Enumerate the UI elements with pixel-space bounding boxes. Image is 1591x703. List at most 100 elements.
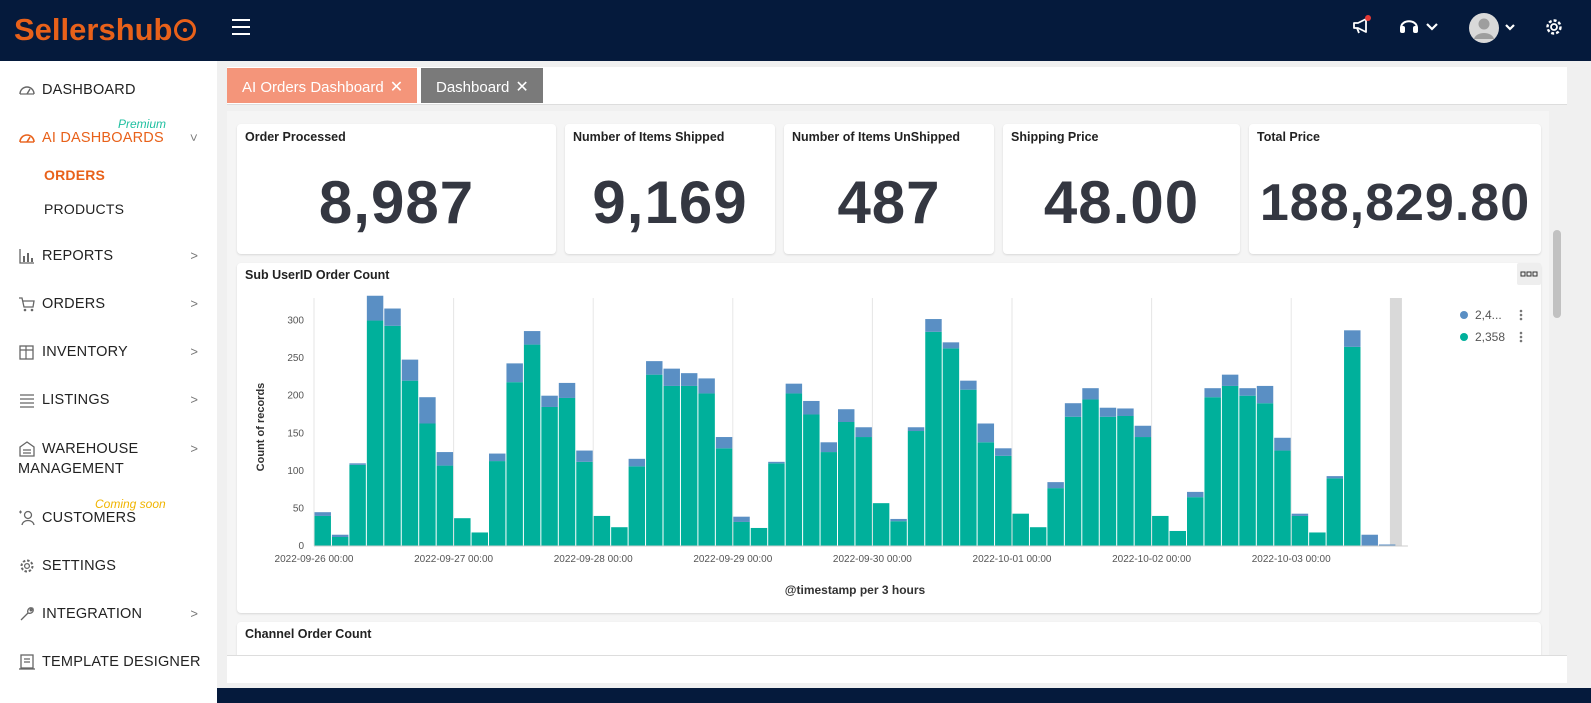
bar-segment	[1378, 544, 1396, 546]
bar-segment	[1117, 408, 1134, 416]
bar-segment	[646, 361, 663, 375]
legend-options-icon	[1519, 339, 1523, 343]
dashboard-content: Order Processed 8,987 Number of Items Sh…	[227, 111, 1549, 655]
bar-segment	[733, 521, 750, 546]
chevron-right-icon: >	[190, 606, 198, 621]
bar-segment	[977, 442, 995, 546]
tab-dashboard[interactable]: Dashboard ✕	[421, 68, 543, 103]
bar-segment	[384, 308, 401, 326]
customer-icon	[19, 510, 35, 526]
x-tick-label: 2022-09-26 00:00	[275, 554, 354, 565]
bar-segment	[1274, 450, 1291, 546]
sidebar-subitem-products[interactable]: PRODUCTS	[44, 201, 125, 217]
bar-segment	[1047, 488, 1064, 546]
bar-segment	[401, 380, 419, 546]
bar-segment	[1204, 397, 1221, 546]
close-icon[interactable]: ✕	[515, 79, 529, 96]
avatar[interactable]	[1468, 12, 1518, 49]
y-tick-label: 250	[287, 353, 304, 364]
sidebar: DASHBOARD Premium AI DASHBOARDS > ORDERS…	[0, 61, 217, 703]
x-tick-label: 2022-09-29 00:00	[693, 554, 772, 565]
speedometer-icon	[19, 134, 35, 143]
kpi-card-order-processed: Order Processed 8,987	[237, 124, 556, 254]
x-axis-label: @timestamp per 3 hours	[785, 583, 926, 597]
bar-segment	[506, 382, 523, 546]
bar-segment	[1012, 513, 1029, 546]
bar-segment	[1099, 416, 1117, 546]
legend-options-icon	[1519, 331, 1523, 335]
bar-segment	[855, 437, 872, 546]
bar-segment	[541, 395, 558, 407]
subuser-bar-chart: 2022-09-26 00:00 2022-09-27 00:00 2022-09-…	[255, 295, 1523, 597]
bar-segment	[506, 363, 523, 383]
bar-segment	[1134, 437, 1152, 546]
box-icon	[19, 345, 34, 360]
bar-segment	[1204, 388, 1221, 398]
bar-segment	[855, 427, 872, 438]
logo-mark-icon	[173, 19, 196, 41]
bar-segment	[1169, 530, 1186, 546]
x-tick-label: 2022-10-01 00:00	[973, 554, 1052, 565]
kpi-card-total-price: Total Price 188,829.80	[1249, 124, 1541, 254]
megaphone-icon[interactable]	[1351, 14, 1373, 41]
x-tick-label: 2022-09-30 00:00	[833, 554, 912, 565]
bar-segment	[803, 414, 820, 546]
panel-options-button[interactable]	[1517, 263, 1541, 285]
scrollbar[interactable]	[1551, 111, 1565, 655]
bar-segment	[1344, 330, 1361, 347]
bar-segment	[419, 397, 436, 424]
bar-segment	[384, 325, 401, 546]
bar-segment	[331, 534, 349, 537]
bar-segment	[698, 393, 715, 546]
sidebar-subitem-orders[interactable]: ORDERS	[44, 167, 106, 183]
headset-icon[interactable]	[1398, 14, 1442, 43]
bar-segment	[1117, 415, 1134, 546]
gear-icon[interactable]	[1543, 16, 1565, 43]
sidebar-item-warehouse-management[interactable]: WAREHOUSE MANAGEMENT >	[18, 441, 198, 477]
bar-segment	[1239, 388, 1256, 396]
current-time-band	[1389, 298, 1402, 546]
bar-segment	[523, 344, 541, 546]
x-tick-label: 2022-10-02 00:00	[1112, 554, 1191, 565]
y-tick-label: 300	[287, 316, 304, 327]
bar-segment	[1326, 476, 1344, 479]
bar-segment	[680, 373, 698, 386]
bar-segment	[785, 393, 803, 546]
bar-segment	[715, 448, 733, 546]
legend-swatch	[1460, 333, 1468, 341]
bar-segment	[663, 368, 680, 386]
chevron-right-icon: >	[190, 344, 198, 359]
scrollbar-thumb[interactable]	[1553, 230, 1561, 318]
y-axis-label: Count of records	[255, 383, 267, 472]
legend-options-icon	[1519, 335, 1523, 339]
logo[interactable]: Sellershub	[14, 12, 196, 48]
tab-ai-orders-dashboard[interactable]: AI Orders Dashboard ✕	[227, 68, 418, 103]
x-tick-label: 2022-09-27 00:00	[414, 554, 493, 565]
bar-segment	[646, 374, 663, 546]
bottom-bar	[227, 655, 1567, 683]
bar-segment	[541, 406, 558, 546]
bar-segment	[942, 348, 960, 546]
bar-segment	[820, 442, 837, 453]
chart-icon	[19, 249, 34, 264]
bar-segment	[1082, 388, 1099, 400]
kpi-value: 487	[837, 169, 941, 236]
bar-segment	[715, 437, 733, 449]
legend-label: 2,4...	[1475, 308, 1502, 322]
bar-segment	[1099, 407, 1117, 417]
legend-options-icon	[1519, 317, 1523, 321]
close-icon[interactable]: ✕	[389, 79, 404, 96]
chevron-down-icon: >	[186, 133, 202, 142]
bar-segment	[960, 380, 977, 390]
bar-segment	[558, 397, 576, 546]
kpi-value: 188,829.80	[1259, 174, 1531, 232]
bar-segment	[366, 295, 384, 321]
menu-toggle-icon[interactable]	[232, 19, 250, 35]
wrench-icon	[20, 607, 34, 621]
bar-segment	[820, 452, 837, 546]
bar-segment	[1309, 532, 1326, 546]
bar-segment	[489, 461, 506, 546]
bar-segment	[1326, 478, 1344, 546]
bar-segment	[628, 466, 646, 546]
bar-segment	[1256, 385, 1274, 404]
